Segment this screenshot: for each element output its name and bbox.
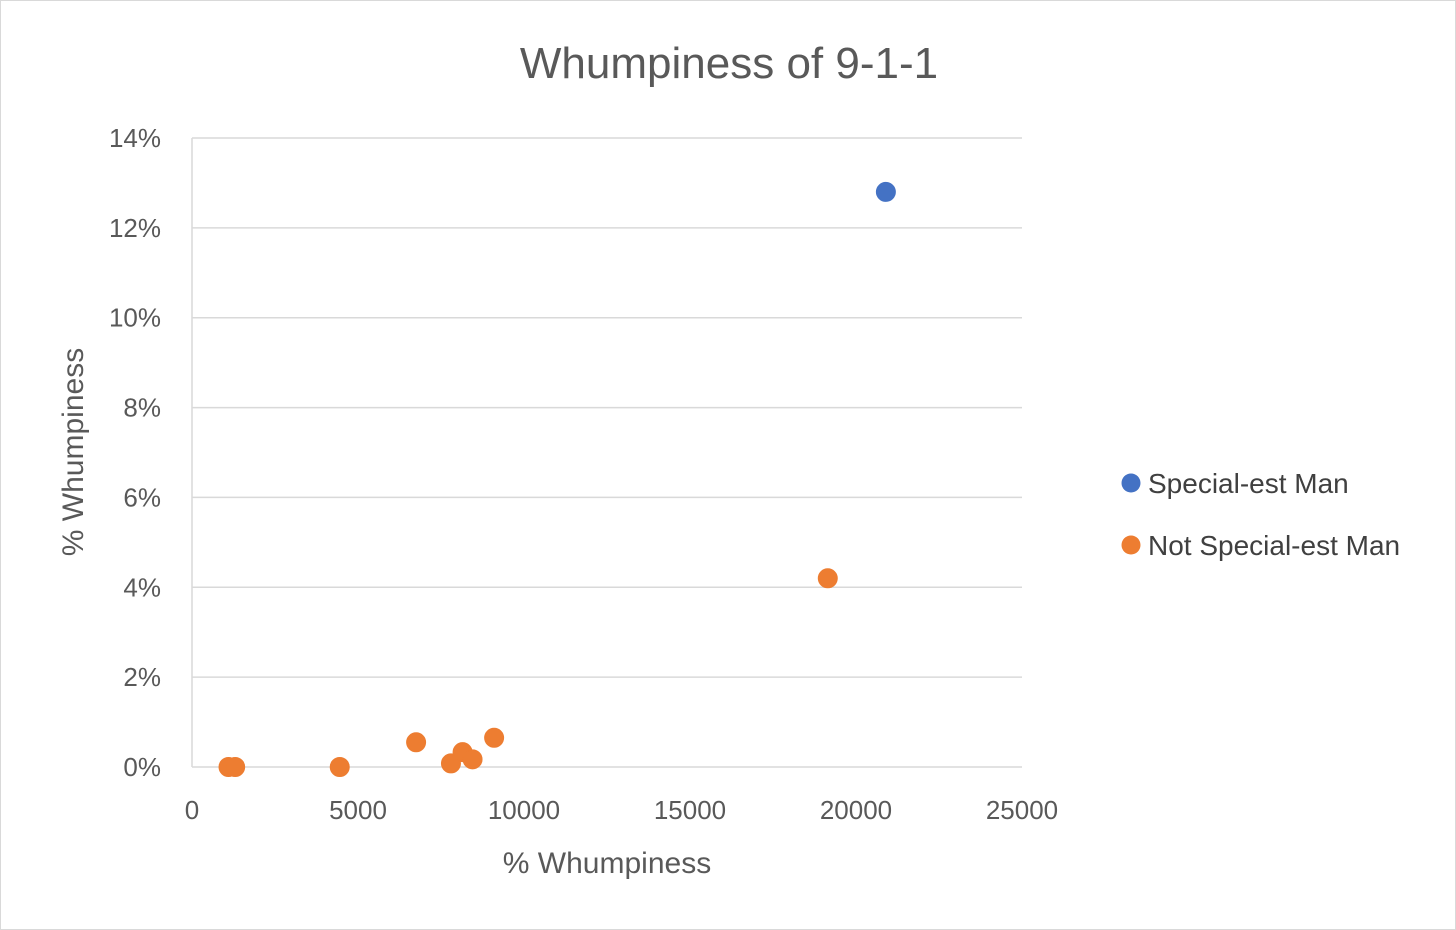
y-tick-label: 4% xyxy=(123,572,161,602)
x-tick-label: 10000 xyxy=(488,795,560,825)
legend-marker xyxy=(1121,473,1141,493)
y-tick-label: 0% xyxy=(123,752,161,782)
legend-marker xyxy=(1121,535,1141,555)
grid-lines xyxy=(192,137,1022,768)
x-axis-title: % Whumpiness xyxy=(503,847,711,880)
y-tick-label: 10% xyxy=(109,303,161,333)
y-axis-title: % Whumpiness xyxy=(57,348,90,556)
data-point-not-special-est-man xyxy=(225,757,246,777)
x-tick-label: 5000 xyxy=(329,795,387,825)
data-point-not-special-est-man xyxy=(462,749,483,770)
x-tick-label: 0 xyxy=(185,795,199,825)
y-tick-label: 12% xyxy=(109,213,161,243)
data-point-not-special-est-man xyxy=(817,568,838,589)
x-tick-label: 25000 xyxy=(986,795,1058,825)
x-tick-label: 20000 xyxy=(820,795,892,825)
data-point-not-special-est-man xyxy=(329,757,350,777)
legend: Special-est Man Not Special-est Man xyxy=(1121,468,1400,561)
chart-title: Whumpiness of 9-1-1 xyxy=(520,39,938,88)
y-tick-label: 6% xyxy=(123,482,161,512)
data-point-not-special-est-man xyxy=(406,732,427,753)
y-axis-ticks: 0% 2% 4% 6% 8% 10% 12% 14% xyxy=(109,123,161,782)
data-point-not-special-est-man xyxy=(484,727,505,748)
y-tick-label: 2% xyxy=(123,662,161,692)
legend-label: Special-est Man xyxy=(1148,468,1349,499)
legend-label: Not Special-est Man xyxy=(1148,530,1400,561)
x-tick-label: 15000 xyxy=(654,795,726,825)
y-tick-label: 8% xyxy=(123,393,161,423)
data-point-special-est-man xyxy=(875,181,896,202)
y-tick-label: 14% xyxy=(109,123,161,153)
data-points xyxy=(218,181,896,777)
x-axis-ticks: 0 5000 10000 15000 20000 25000 xyxy=(185,795,1058,825)
